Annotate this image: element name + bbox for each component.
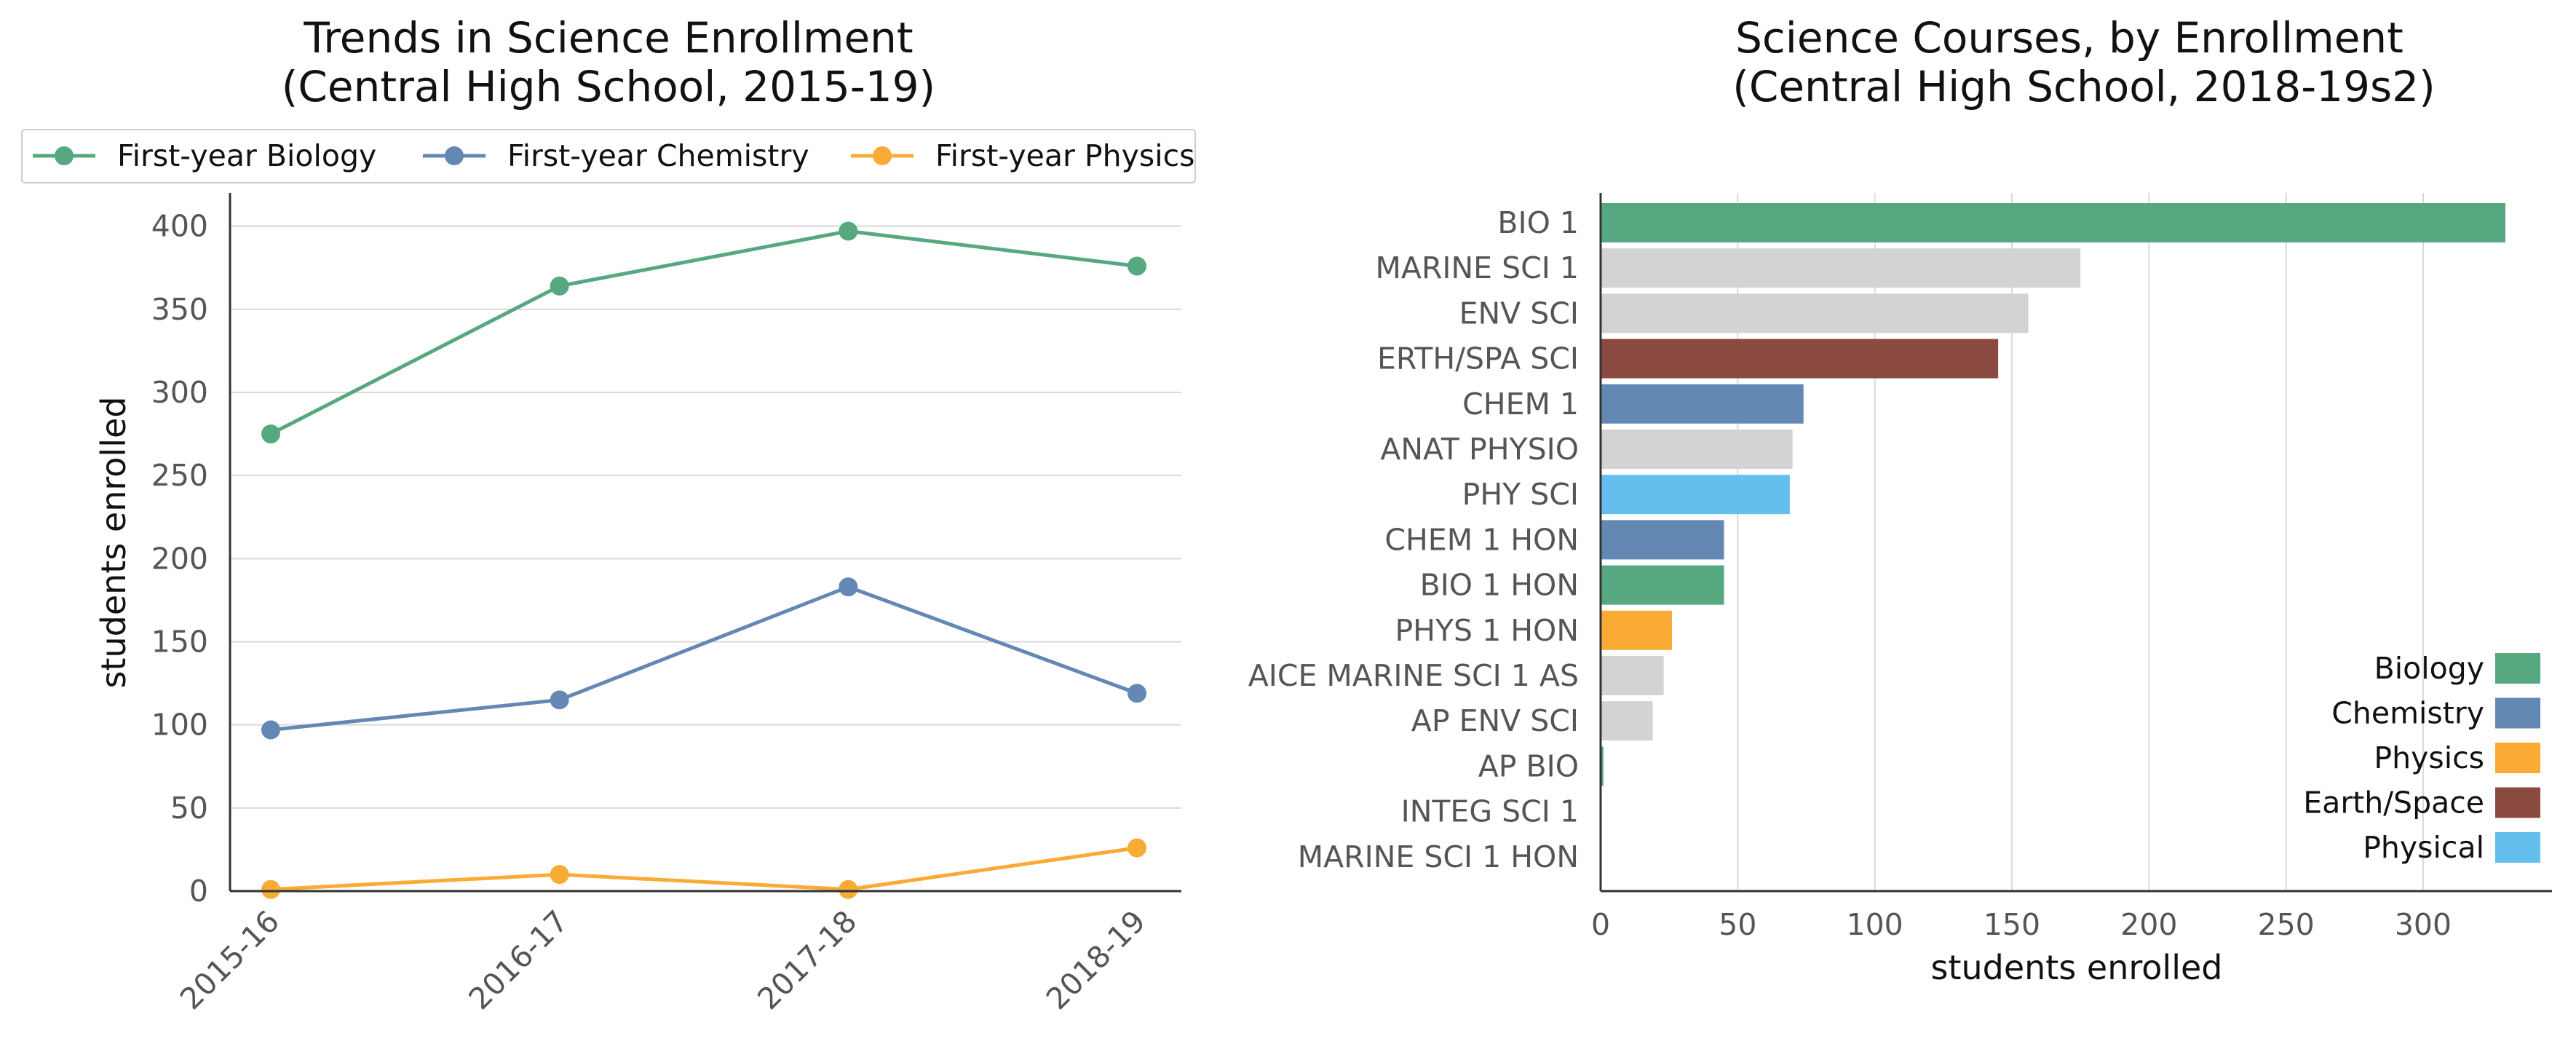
line-chart-y-tick-label: 0: [189, 874, 208, 909]
line-chart-legend-marker: [55, 146, 74, 165]
line-chart-data-point: [550, 690, 569, 710]
line-chart-y-tick-label: 200: [151, 541, 208, 576]
bar-chart-bar: [1601, 565, 1724, 605]
line-chart-title-line1: Trends in Science Enrollment: [303, 13, 913, 63]
bar-chart-x-tick-label: 200: [2120, 907, 2177, 942]
bar-chart-category-label: AP BIO: [1478, 748, 1579, 783]
line-chart-data-point: [839, 879, 858, 899]
bar-chart-bar: [1601, 430, 1793, 469]
bar-chart-bar: [1601, 746, 1604, 786]
line-chart-legend-label: First-year Chemistry: [507, 138, 809, 173]
bar-chart-category-label: BIO 1 HON: [1420, 568, 1579, 603]
bar-chart: Science Courses, by Enrollment (Central …: [1248, 13, 2552, 987]
line-chart-data-point: [261, 879, 280, 899]
line-chart-series-line: [270, 846, 1138, 892]
bar-chart-category-labels: BIO 1 MARINE SCI 1 ENV SCI ERTH/SPA SCI CHEM…: [1248, 205, 1579, 874]
line-chart-data-point: [550, 865, 569, 885]
bar-chart-category-label: PHYS 1 HON: [1395, 613, 1579, 648]
line-chart-y-ticks: 0 50 100 150 200 250 300 350 400: [151, 209, 208, 909]
bar-chart-x-tick-label: 150: [1983, 907, 2040, 942]
line-chart-x-ticks: 2015-16 2016-17 2017-18 2018-19: [173, 903, 1152, 1016]
bar-chart-bar: [1601, 610, 1672, 650]
bar-chart-bar: [1601, 656, 1664, 695]
line-chart-data-point: [1128, 684, 1146, 703]
line-chart-legend: First-year Biology First-year Chemistry Fi…: [33, 138, 1195, 173]
bar-chart-category-label: PHY SCI: [1462, 477, 1579, 512]
line-chart-x-tick-label: 2015-16: [173, 903, 286, 1016]
line-chart: Trends in Science Enrollment (Central Hi…: [21, 13, 1196, 1016]
bar-chart-x-tick-label: 0: [1591, 907, 1610, 942]
line-chart-x-tick-label: 2016-17: [462, 903, 575, 1016]
line-chart-x-tick-label: 2017-18: [750, 903, 863, 1016]
bar-chart-bar: [1601, 384, 1804, 424]
line-chart-y-tick-label: 50: [170, 791, 208, 826]
line-chart-series-line: [269, 229, 1138, 436]
line-chart-title-line2: (Central High School, 2015-19): [282, 62, 935, 111]
bar-chart-category-label: MARINE SCI 1 HON: [1298, 839, 1579, 874]
bar-chart-bar: [1601, 520, 1724, 560]
bar-chart-category-label: ENV SCI: [1459, 296, 1579, 331]
bar-chart-title-line1: Science Courses, by Enrollment: [1735, 13, 2403, 63]
line-chart-series: [261, 221, 1146, 899]
line-chart-data-point: [261, 424, 280, 444]
bar-chart-legend-label: Earth/Space: [2303, 786, 2484, 820]
line-chart-y-tick-label: 400: [151, 209, 208, 244]
bar-chart-bar: [1601, 248, 2081, 288]
line-chart-legend-marker: [873, 146, 892, 165]
bar-chart-legend-label: Biology: [2374, 651, 2484, 686]
bar-chart-legend-swatch: [2495, 832, 2540, 863]
line-chart-legend-marker: [445, 146, 464, 165]
bar-chart-legend-swatch: [2495, 743, 2540, 773]
bar-chart-legend-label: Chemistry: [2331, 696, 2484, 731]
line-chart-data-point: [550, 276, 569, 296]
line-chart-y-tick-label: 350: [151, 292, 208, 327]
bar-chart-x-tick-label: 300: [2395, 907, 2452, 942]
bar-chart-category-label: INTEG SCI 1: [1401, 794, 1579, 829]
bar-chart-legend: Biology Chemistry Physics Earth/Space Physic…: [2303, 651, 2540, 865]
bar-chart-title-line2: (Central High School, 2018-19s2): [1732, 62, 2436, 111]
line-chart-y-tick-label: 300: [151, 375, 208, 410]
line-chart-data-point: [261, 720, 280, 740]
bar-chart-x-axis-label: students enrolled: [1931, 948, 2223, 987]
bar-chart-bar: [1601, 475, 1790, 515]
bar-chart-category-label: ERTH/SPA SCI: [1377, 341, 1579, 376]
line-chart-y-tick-label: 100: [151, 708, 208, 743]
bar-chart-x-tick-label: 50: [1719, 907, 1756, 942]
line-chart-data-point: [839, 577, 858, 597]
line-chart-y-tick-label: 250: [151, 458, 208, 493]
line-chart-legend-label: First-year Physics: [935, 138, 1195, 173]
line-chart-series-line: [270, 585, 1138, 732]
bar-chart-x-ticks: 0 50 100 150 200 250 300: [1591, 907, 2452, 942]
bar-chart-bars: [1601, 203, 2505, 786]
line-chart-data-point: [1128, 838, 1146, 858]
line-chart-gridlines: [230, 225, 1181, 892]
bar-chart-category-label: BIO 1: [1497, 205, 1579, 240]
bar-chart-category-label: MARINE SCI 1: [1376, 250, 1579, 285]
bar-chart-bar: [1601, 203, 2505, 242]
line-chart-y-axis-label: students enrolled: [94, 397, 133, 689]
bar-chart-legend-swatch: [2495, 787, 2540, 818]
bar-chart-x-tick-label: 100: [1847, 907, 1903, 942]
line-chart-legend-box: [21, 129, 1196, 183]
line-chart-legend-label: First-year Biology: [117, 138, 376, 173]
bar-chart-legend-swatch: [2495, 653, 2540, 684]
bar-chart-legend-swatch: [2495, 697, 2540, 729]
bar-chart-legend-label: Physics: [2374, 740, 2484, 775]
line-chart-data-point: [839, 221, 858, 241]
line-chart-x-tick-label: 2018-19: [1039, 903, 1152, 1016]
bar-chart-bar: [1601, 339, 1999, 379]
bar-chart-category-label: CHEM 1 HON: [1384, 522, 1579, 557]
bar-chart-category-label: AICE MARINE SCI 1 AS: [1248, 658, 1579, 693]
bar-chart-legend-label: Physical: [2363, 830, 2484, 865]
bar-chart-category-label: CHEM 1: [1462, 387, 1579, 422]
bar-chart-bar: [1601, 293, 2029, 333]
line-chart-data-point: [1128, 256, 1146, 276]
bar-chart-category-label: ANAT PHYSIO: [1380, 432, 1579, 467]
bar-chart-bar: [1601, 701, 1653, 741]
bar-chart-x-tick-label: 250: [2258, 907, 2315, 942]
bar-chart-category-label: AP ENV SCI: [1411, 703, 1579, 738]
line-chart-y-tick-label: 150: [151, 625, 208, 660]
